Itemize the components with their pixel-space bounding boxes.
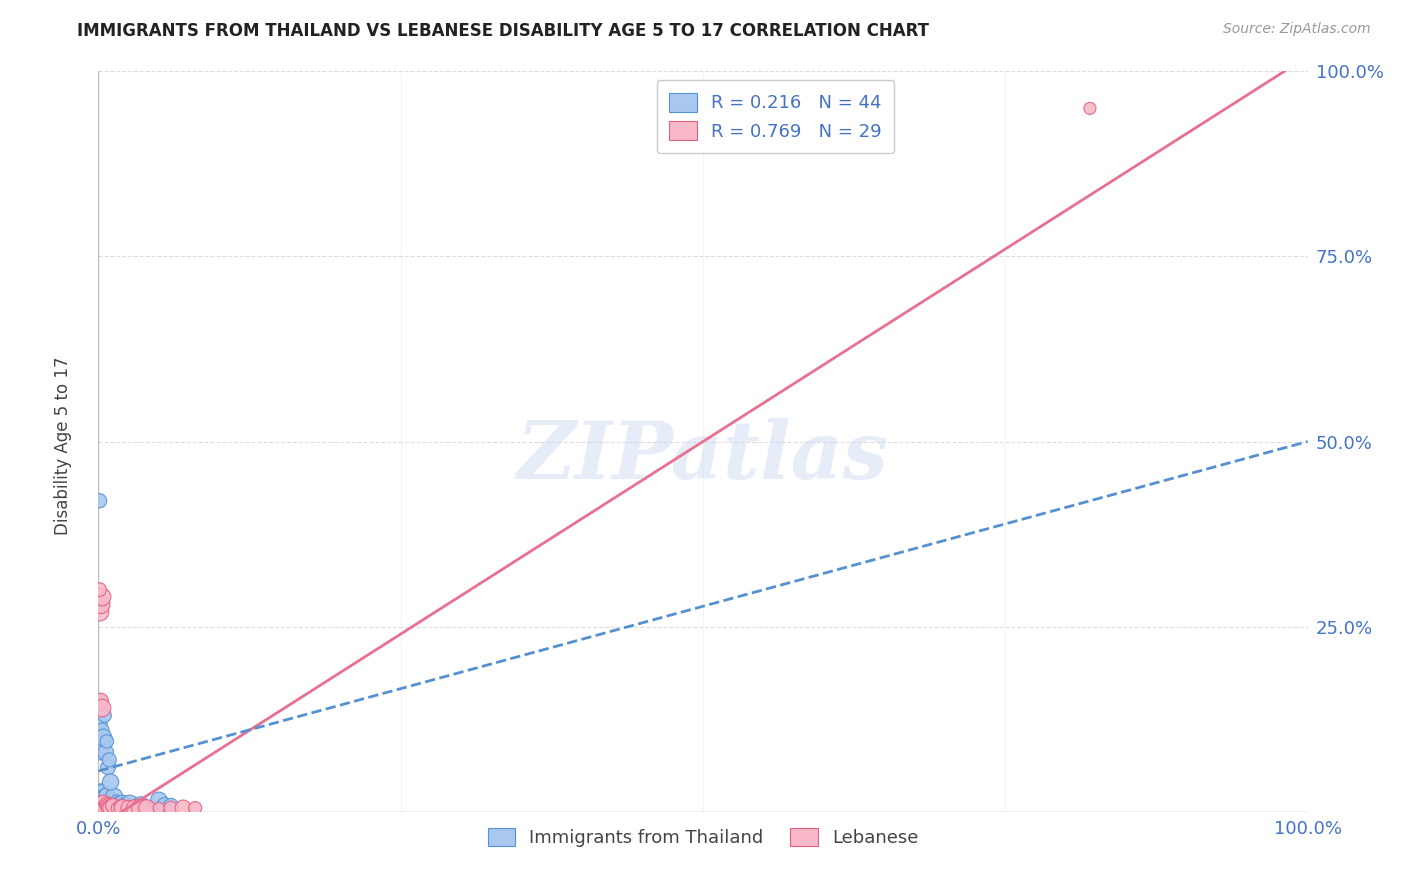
Point [89, 493, 111, 508]
Point [94, 791, 117, 805]
Point [184, 801, 207, 815]
Point [172, 801, 194, 815]
Point [103, 789, 125, 804]
Point [89, 605, 111, 619]
Point [107, 797, 129, 812]
Point [90, 694, 112, 708]
Legend: Immigrants from Thailand, Lebanese: Immigrants from Thailand, Lebanese [481, 821, 925, 855]
Point [110, 798, 132, 813]
Point [89, 694, 111, 708]
Point [91, 789, 114, 804]
Text: IMMIGRANTS FROM THAILAND VS LEBANESE DISABILITY AGE 5 TO 17 CORRELATION CHART: IMMIGRANTS FROM THAILAND VS LEBANESE DIS… [77, 22, 929, 40]
Point [98, 797, 121, 812]
Point [129, 798, 152, 813]
Point [111, 797, 134, 812]
Point [108, 798, 131, 813]
Point [93, 708, 115, 723]
Point [90, 798, 112, 813]
Point [91, 701, 114, 715]
Point [117, 798, 139, 813]
Point [148, 794, 170, 808]
Point [96, 734, 118, 748]
Point [97, 798, 120, 813]
Text: Disability Age 5 to 17: Disability Age 5 to 17 [55, 357, 72, 535]
Point [89, 582, 111, 597]
Point [90, 782, 112, 797]
Point [104, 797, 127, 812]
Point [148, 801, 170, 815]
Point [91, 738, 114, 752]
Point [129, 801, 152, 815]
Point [91, 797, 114, 812]
Point [98, 801, 121, 815]
Point [135, 801, 157, 815]
Point [160, 798, 183, 813]
Point [91, 590, 114, 604]
Point [160, 801, 183, 815]
Point [90, 746, 112, 760]
Point [100, 794, 122, 808]
Point [91, 801, 114, 815]
Point [101, 798, 124, 813]
Point [93, 794, 115, 808]
Text: ZIPatlas: ZIPatlas [517, 417, 889, 495]
Point [124, 801, 146, 815]
Point [118, 801, 141, 815]
Point [111, 801, 134, 815]
Point [96, 797, 118, 812]
Point [97, 796, 120, 810]
Point [105, 801, 128, 815]
Point [96, 789, 118, 803]
Point [153, 798, 176, 813]
Point [91, 731, 114, 745]
Point [90, 598, 112, 612]
Point [114, 796, 136, 810]
Point [98, 753, 121, 767]
Point [94, 801, 117, 815]
Point [108, 796, 131, 810]
Point [121, 801, 143, 815]
Point [142, 803, 165, 817]
Point [94, 746, 117, 760]
Point [135, 801, 157, 815]
Point [100, 801, 122, 815]
Point [89, 715, 111, 730]
Point [108, 798, 131, 813]
Point [105, 794, 128, 808]
Point [91, 723, 114, 738]
Point [118, 797, 141, 812]
Point [93, 798, 115, 813]
Point [124, 801, 146, 815]
Text: Source: ZipAtlas.com: Source: ZipAtlas.com [1223, 22, 1371, 37]
Point [100, 775, 122, 789]
Point [90, 701, 112, 715]
Point [89, 797, 111, 812]
Point [1078, 102, 1101, 116]
Point [97, 760, 120, 774]
Point [100, 798, 122, 813]
Point [91, 786, 114, 800]
Point [101, 796, 124, 810]
